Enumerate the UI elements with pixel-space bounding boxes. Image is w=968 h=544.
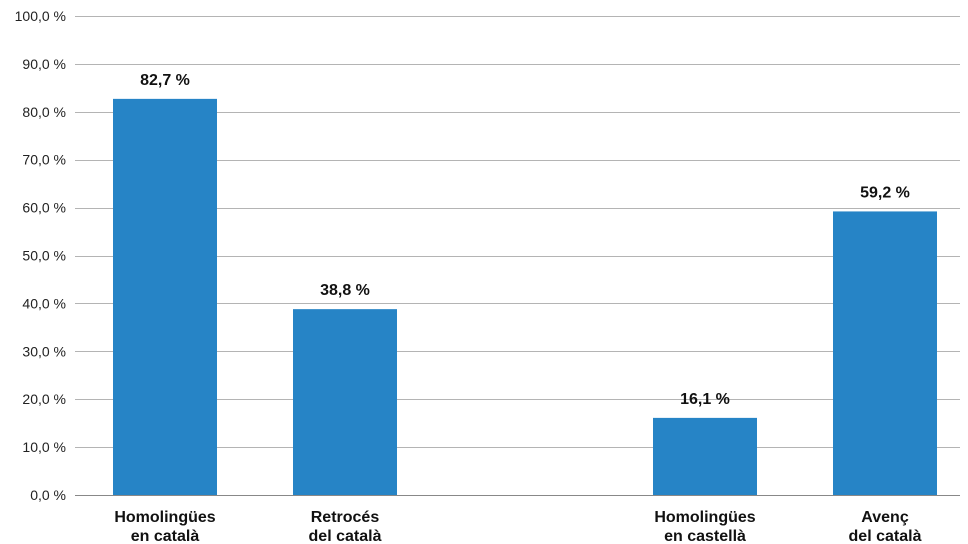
category-label-line: del català xyxy=(309,528,382,544)
category-label: Homolingües en castellà xyxy=(654,509,755,544)
y-tick-label: 50,0 % xyxy=(22,248,66,264)
bar xyxy=(653,417,757,495)
bar xyxy=(293,309,397,495)
data-label: 82,7 % xyxy=(140,72,190,89)
data-label: 16,1 % xyxy=(680,391,730,408)
y-tick-label: 30,0 % xyxy=(22,343,66,359)
category-label-line: Retrocés xyxy=(311,509,380,526)
data-labels: 82,7 % 38,8 % 16,1 % 59,2 % xyxy=(140,72,910,408)
y-tick-label: 60,0 % xyxy=(22,200,66,216)
category-label-line: en castellà xyxy=(664,528,746,544)
category-label-line: Homolingües xyxy=(654,509,755,526)
y-tick-label: 20,0 % xyxy=(22,391,66,407)
y-tick-label: 0,0 % xyxy=(30,487,66,503)
y-tick-label: 90,0 % xyxy=(22,56,66,72)
y-tick-label: 40,0 % xyxy=(22,295,66,311)
category-label-line: en català xyxy=(131,528,200,544)
bar xyxy=(113,98,217,495)
category-label: Homolingües en català xyxy=(114,509,215,544)
y-tick-label: 70,0 % xyxy=(22,152,66,168)
category-label: Retrocés del català xyxy=(309,509,382,544)
bar xyxy=(833,211,937,495)
y-axis-tick-labels: 0,0 % 10,0 % 20,0 % 30,0 % 40,0 % 50,0 % 60,0 … xyxy=(15,8,66,503)
bars xyxy=(113,98,937,495)
category-label: Avenç del català xyxy=(849,509,922,544)
gridlines xyxy=(75,16,960,496)
category-label-line: del català xyxy=(849,528,922,544)
y-tick-label: 10,0 % xyxy=(22,439,66,455)
category-label-line: Avenç xyxy=(861,509,909,526)
data-label: 38,8 % xyxy=(320,282,370,299)
data-label: 59,2 % xyxy=(860,184,910,201)
y-tick-label: 100,0 % xyxy=(15,8,66,24)
y-tick-label: 80,0 % xyxy=(22,104,66,120)
category-label-line: Homolingües xyxy=(114,509,215,526)
x-axis-category-labels: Homolingües en català Retrocés del català Ho… xyxy=(114,509,921,544)
